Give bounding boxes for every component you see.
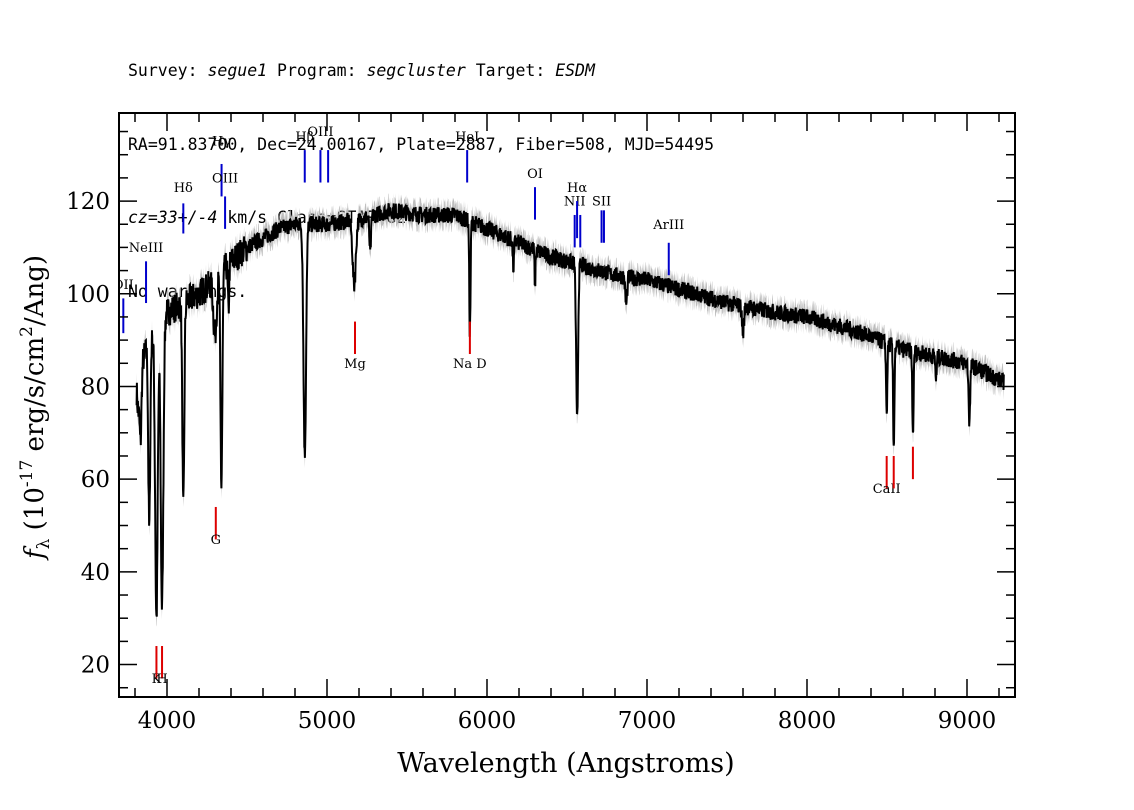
emission-label-oii: OII	[113, 278, 134, 293]
y-label-exp: -17	[17, 460, 37, 487]
y-tick-label: 40	[81, 560, 110, 586]
emission-label-ariii: ArIII	[652, 218, 684, 233]
flux-series-line	[135, 202, 1005, 617]
y-tick-label: 100	[66, 282, 110, 308]
emission-label-nii: NII	[564, 195, 586, 210]
emission-label-oiii: OIII	[307, 125, 333, 140]
redshift-value: cz=33+/-4	[128, 208, 218, 227]
y-label-sub: λ	[34, 538, 54, 549]
emission-label-oi: OI	[527, 167, 543, 182]
target-value: ESDM	[555, 61, 595, 80]
emission-label-neiii: NeIII	[129, 241, 163, 256]
emission-label-h: Hβ	[295, 130, 314, 145]
y-tick-label: 120	[66, 189, 110, 215]
plot-frame	[118, 112, 1016, 698]
emission-label-h: Hγ	[212, 134, 231, 149]
target-label: Target:	[465, 61, 556, 80]
x-tick-label: 4000	[138, 708, 197, 734]
absorption-label-caii: CaII	[873, 482, 901, 497]
survey-label: Survey:	[128, 61, 208, 80]
absorption-label-h: H	[156, 672, 167, 687]
spectrum-line	[135, 202, 1005, 617]
emission-label-h: Hα	[567, 181, 587, 196]
absorption-label-nad: Na D	[453, 357, 487, 372]
y-label-rest: (10	[20, 487, 50, 539]
y-label-exp2: 2	[17, 326, 37, 337]
y-tick-label: 80	[81, 374, 110, 400]
header-line-1: Survey: segue1 Program: segcluster Targe…	[128, 59, 714, 84]
header-line-2: RA=91.83700, Dec=24.00167, Plate=2887, F…	[128, 134, 715, 154]
y-tick-label: 60	[81, 467, 110, 493]
emission-label-h: Hδ	[174, 181, 193, 196]
x-tick-label: 8000	[778, 708, 837, 734]
x-tick-label: 5000	[298, 708, 357, 734]
emission-label-hei: HeI	[455, 130, 479, 145]
x-tick-label: 7000	[618, 708, 677, 734]
y-tick-label: 20	[81, 653, 110, 679]
absorption-label-k: K	[152, 672, 162, 687]
absorption-label-mg: Mg	[344, 357, 366, 372]
absorption-label-g: G	[211, 533, 221, 548]
x-axis-label: Wavelength (Angstroms)	[397, 748, 734, 779]
x-tick-label: 9000	[938, 708, 997, 734]
program-label: Program:	[267, 61, 367, 80]
y-label-tail: /Ang)	[20, 255, 50, 326]
axes: 4000 5000 6000 7000 8000 9000 20 40 60 80 100 120	[66, 112, 1016, 734]
emission-label-oiii: OIII	[212, 172, 238, 187]
emission-label-sii: SII	[592, 195, 611, 210]
y-label-units: erg/s/cm	[20, 337, 50, 460]
y-axis-label: fλ (10-17 erg/s/cm2/Ang)	[17, 255, 54, 561]
x-tick-label: 6000	[458, 708, 517, 734]
program-value: segcluster	[366, 61, 466, 80]
survey-value: segue1	[207, 61, 268, 80]
